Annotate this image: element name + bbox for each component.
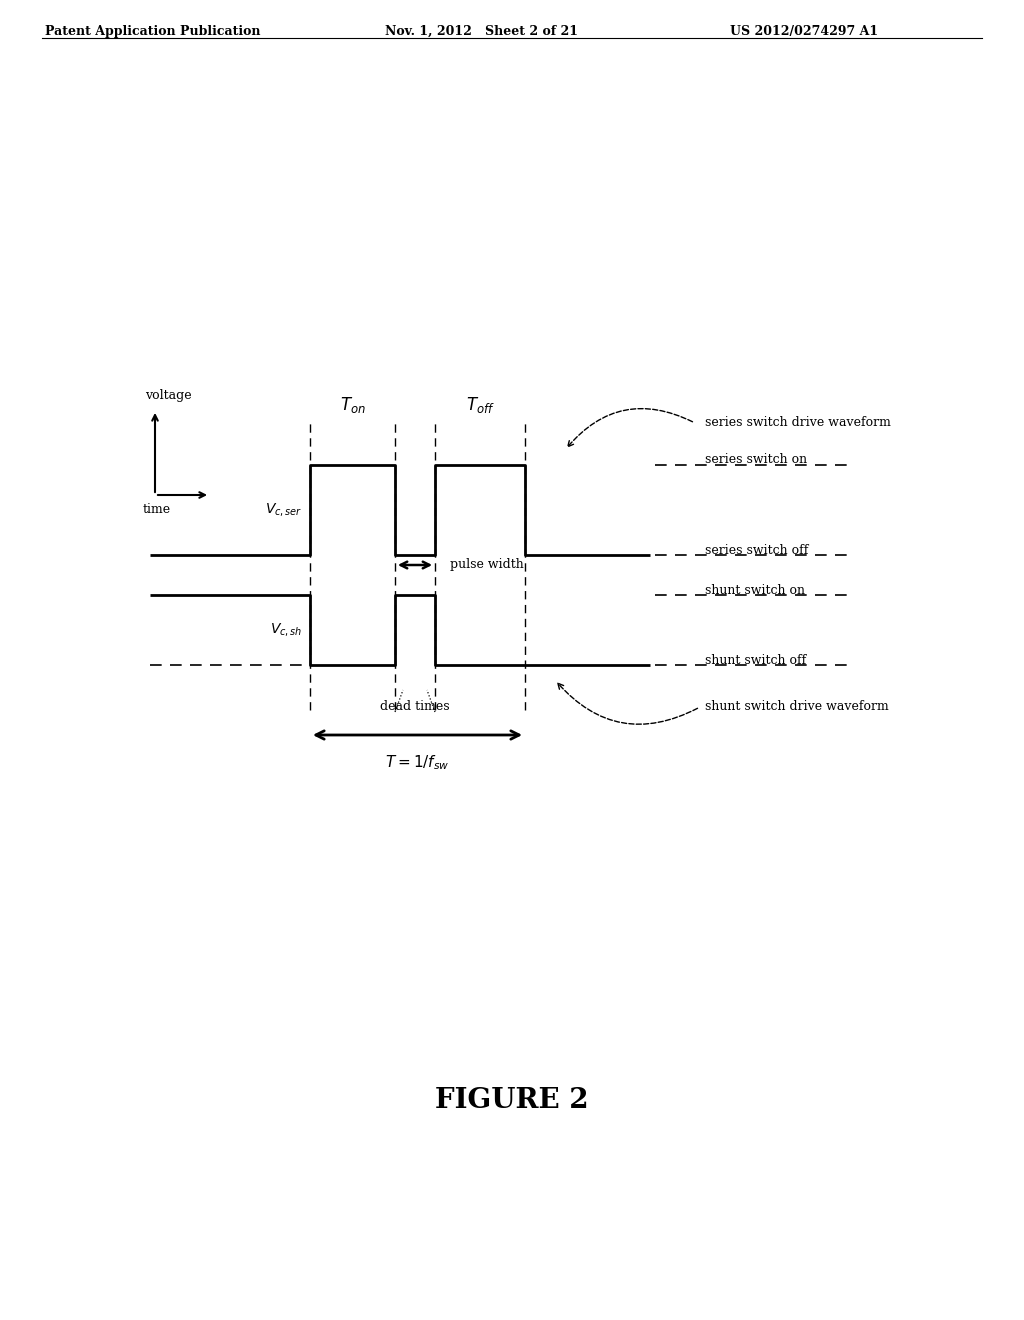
Text: US 2012/0274297 A1: US 2012/0274297 A1 — [730, 25, 879, 38]
Text: $T_{off}$: $T_{off}$ — [466, 395, 495, 414]
Text: shunt switch off: shunt switch off — [705, 653, 806, 667]
Text: $V_{c,ser}$: $V_{c,ser}$ — [264, 502, 302, 519]
Text: series switch drive waveform: series switch drive waveform — [705, 417, 891, 429]
Text: $T = 1/f_{sw}$: $T = 1/f_{sw}$ — [385, 752, 450, 772]
Text: $T_{on}$: $T_{on}$ — [340, 395, 366, 414]
Text: Patent Application Publication: Patent Application Publication — [45, 25, 260, 38]
Text: series switch on: series switch on — [705, 454, 807, 466]
Text: voltage: voltage — [145, 389, 191, 403]
Text: shunt switch drive waveform: shunt switch drive waveform — [705, 701, 889, 714]
Text: shunt switch on: shunt switch on — [705, 583, 805, 597]
Text: dead times: dead times — [380, 700, 450, 713]
Text: Nov. 1, 2012   Sheet 2 of 21: Nov. 1, 2012 Sheet 2 of 21 — [385, 25, 578, 38]
Text: FIGURE 2: FIGURE 2 — [435, 1086, 589, 1114]
Text: series switch off: series switch off — [705, 544, 808, 557]
Text: $V_{c,sh}$: $V_{c,sh}$ — [269, 622, 302, 639]
Text: pulse width: pulse width — [450, 558, 523, 572]
Text: time: time — [143, 503, 171, 516]
